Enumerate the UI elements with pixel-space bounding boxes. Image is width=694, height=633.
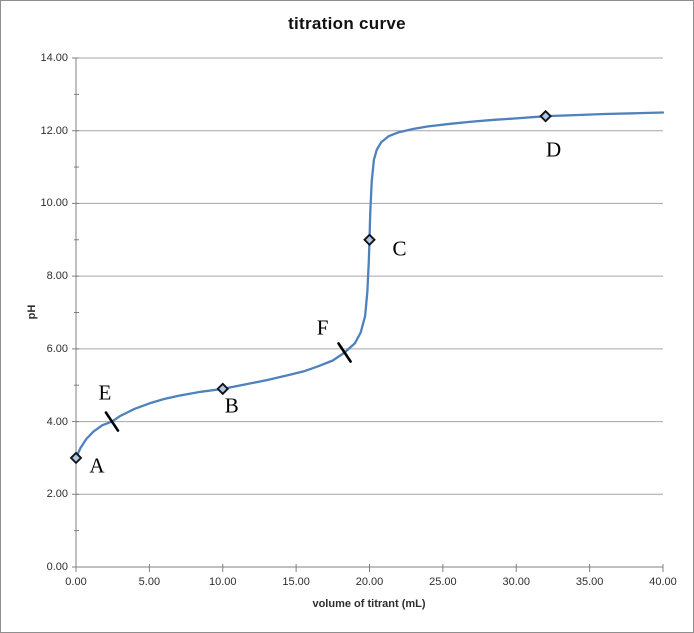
point-label-F: F <box>316 315 329 340</box>
y-tick-label: 12.00 <box>40 124 68 137</box>
data-point-marker-D <box>539 109 552 123</box>
x-tick-label: 10.00 <box>208 576 237 588</box>
y-tick-label: 10.00 <box>40 197 68 210</box>
point-label-B: B <box>224 393 239 418</box>
data-point-marker-C <box>363 233 376 247</box>
x-tick-label: 30.00 <box>502 576 531 588</box>
point-label-C: C <box>392 236 407 261</box>
x-tick-label: 0.00 <box>65 576 87 588</box>
data-point-marker-B <box>216 382 230 396</box>
data-point-marker-A <box>69 451 83 465</box>
slope-tick-E <box>104 411 120 432</box>
point-label-D: D <box>546 137 562 162</box>
x-tick-label: 25.00 <box>429 576 457 588</box>
y-tick-label: 0.00 <box>46 561 68 573</box>
y-tick-label: 14.00 <box>40 52 68 64</box>
y-tick-label: 2.00 <box>46 488 68 501</box>
slope-tick-F <box>337 342 352 363</box>
point-label-E: E <box>98 380 112 405</box>
titration-curve-line <box>74 111 665 460</box>
x-tick-label: 15.00 <box>282 576 310 588</box>
y-tick-label: 4.00 <box>46 415 68 428</box>
point-label-A: A <box>89 453 105 478</box>
y-axis-title: pH <box>26 304 38 320</box>
y-tick-label: 6.00 <box>46 342 68 355</box>
x-tick-label: 5.00 <box>138 576 161 588</box>
y-tick-label: 8.00 <box>46 270 68 283</box>
x-tick-label: 35.00 <box>575 576 604 588</box>
x-tick-label: 40.00 <box>649 576 677 588</box>
chart-title: titration curve <box>288 14 406 33</box>
x-tick-label: 20.00 <box>355 576 384 588</box>
x-axis-title: volume of titrant (mL) <box>312 598 426 610</box>
